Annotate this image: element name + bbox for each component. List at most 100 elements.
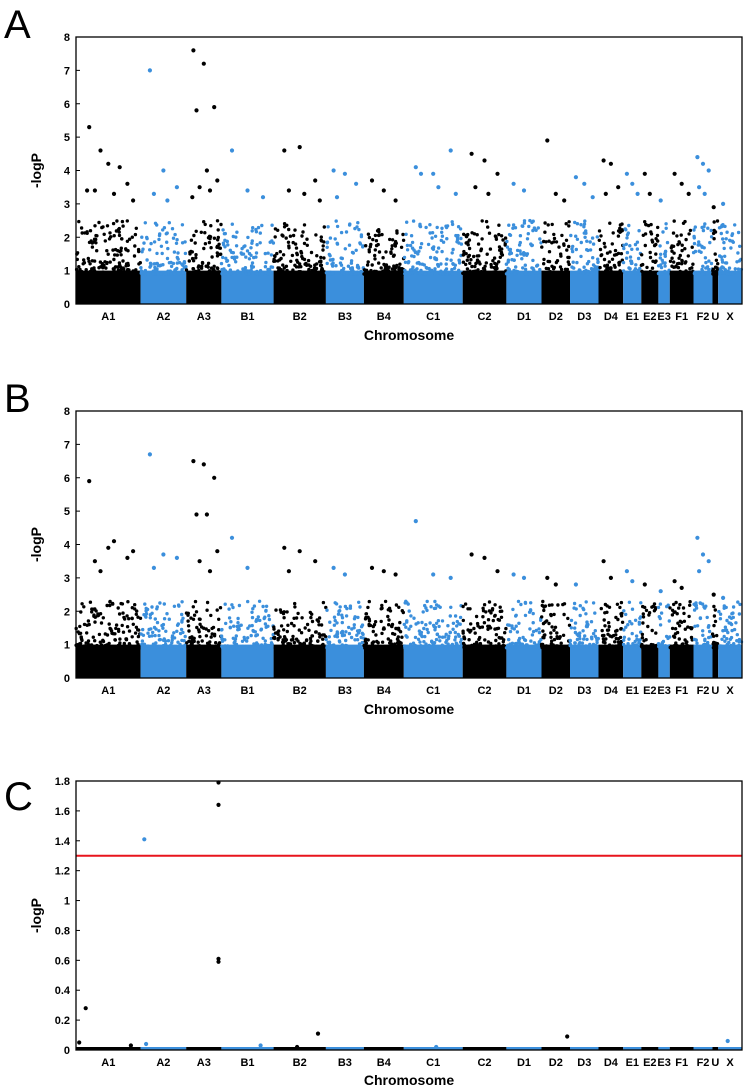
snp-point [713, 619, 718, 624]
snp-point [703, 222, 707, 226]
snp-point [361, 632, 365, 637]
chromosome-band-E2 [641, 1047, 659, 1050]
snp-point [529, 242, 533, 246]
snp-point [276, 259, 280, 263]
snp-point [519, 602, 523, 607]
snp-point [672, 260, 676, 264]
snp-point [451, 627, 455, 631]
snp-point [506, 258, 511, 262]
snp-point [357, 227, 361, 232]
snp-point [538, 267, 542, 272]
snp-point [328, 620, 332, 624]
snp-point [107, 622, 111, 626]
x-tick-label-C1: C1 [426, 1057, 440, 1069]
x-tick-label-A2: A2 [156, 685, 170, 697]
snp-point [445, 237, 449, 241]
snp-point [482, 621, 487, 625]
snp-point [196, 640, 200, 644]
snp-point [289, 646, 293, 650]
snp-point [211, 625, 216, 630]
snp-point [318, 272, 322, 276]
snp-point [453, 614, 458, 618]
snp-point [366, 605, 370, 610]
snp-point [316, 639, 320, 643]
snp-point [294, 616, 299, 620]
snp-point [713, 252, 717, 256]
y-tick-label: 5 [64, 132, 70, 144]
snp-point [624, 612, 628, 617]
snp-point [379, 271, 383, 276]
snp-point [157, 237, 161, 242]
snp-point [509, 270, 514, 274]
snp-point [88, 229, 93, 233]
snp-point [682, 611, 686, 616]
snp-point [267, 614, 271, 618]
snp-point [222, 243, 226, 247]
snp-point [255, 633, 259, 637]
snp-point [489, 644, 493, 648]
snp-point [285, 629, 289, 634]
x-tick-label-A3: A3 [197, 1057, 211, 1069]
snp-point [362, 268, 367, 272]
snp-point [393, 239, 398, 244]
snp-point [165, 240, 169, 244]
snp-point [584, 612, 588, 616]
snp-point [131, 622, 135, 626]
snp-point [359, 234, 364, 239]
snp-point [260, 272, 265, 276]
chromosome-band-C1 [403, 1047, 463, 1050]
x-tick-label-F2: F2 [697, 311, 710, 323]
snp-point [420, 620, 424, 625]
snp-point [596, 260, 600, 264]
snp-point [395, 626, 399, 631]
snp-point [347, 631, 352, 636]
snp-point [571, 644, 575, 648]
snp-point [338, 261, 343, 265]
snp-point [335, 646, 339, 650]
snp-point [228, 268, 233, 272]
snp-point [308, 264, 313, 268]
snp-point [250, 266, 254, 270]
snp-point [423, 272, 428, 276]
snp-point [298, 262, 302, 266]
snp-point [661, 639, 666, 644]
snp-point [395, 637, 400, 641]
peak-point-E1 [635, 191, 640, 196]
snp-point [169, 264, 174, 269]
snp-point [130, 606, 134, 610]
x-tick-label-X: X [726, 1057, 734, 1069]
snp-point [483, 638, 487, 642]
peak-point-D4 [616, 185, 621, 190]
snp-point [117, 268, 121, 273]
snp-point [412, 616, 416, 620]
snp-point [102, 232, 106, 236]
snp-point [640, 642, 644, 647]
snp-point [148, 645, 152, 649]
snp-point [494, 638, 498, 643]
snp-point [712, 644, 716, 648]
snp-point [474, 261, 478, 266]
snp-point [457, 268, 461, 272]
snp-point [153, 633, 157, 638]
snp-point [498, 255, 502, 259]
snp-point [663, 249, 668, 253]
snp-point [379, 619, 383, 624]
snp-point [458, 622, 462, 626]
snp-point [715, 219, 720, 223]
snp-point [391, 254, 396, 258]
x-tick-label-F2: F2 [697, 685, 710, 697]
snp-point [372, 623, 377, 627]
snp-point [111, 248, 115, 252]
peak-point-X [721, 201, 726, 206]
snp-point [595, 235, 599, 239]
snp-point [603, 245, 607, 249]
snp-point [422, 263, 426, 267]
snp-point [672, 219, 676, 223]
y-tick-label: 1 [64, 640, 70, 652]
snp-point [252, 255, 256, 260]
y-tick-label: 0 [64, 299, 70, 311]
peak-point-F2 [702, 191, 707, 196]
peak-point-E2 [642, 582, 647, 587]
snp-point [491, 618, 495, 623]
snp-point [695, 641, 699, 645]
